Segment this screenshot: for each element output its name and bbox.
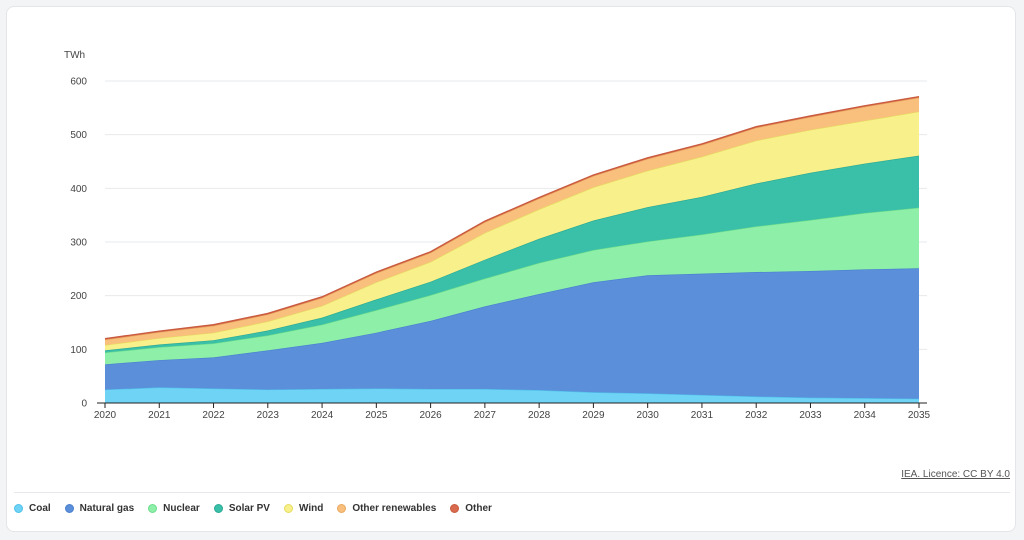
area-natural-gas[interactable] [105, 268, 919, 399]
area-layer [104, 95, 920, 403]
y-tick-label: 500 [70, 130, 87, 141]
legend-label: Wind [298, 503, 324, 514]
legend-label: Natural gas [79, 503, 135, 514]
legend-item-wind[interactable]: Wind [283, 503, 324, 514]
source-license-link[interactable]: IEA. Licence: CC BY 4.0 [901, 469, 1010, 480]
area-nuclear[interactable] [105, 207, 919, 365]
area-edge-wind [104, 110, 920, 346]
x-tick-label: 2034 [854, 410, 877, 421]
legend-item-other[interactable]: Other [450, 503, 492, 514]
legend-swatch [450, 504, 460, 513]
x-tick-label: 2028 [528, 410, 551, 421]
area-wind[interactable] [105, 111, 919, 351]
legend-swatch [64, 504, 74, 513]
x-tick-label: 2022 [202, 410, 225, 421]
legend: Coal Natural gas Nuclear Solar PV Wind Other … [14, 503, 492, 514]
x-tick-label: 2023 [257, 410, 280, 421]
x-tick-label: 2029 [582, 410, 605, 421]
y-tick-label: 100 [70, 345, 87, 356]
x-tick-label: 2027 [474, 410, 497, 421]
y-tick-label: 400 [70, 184, 87, 195]
legend-label: Other renewables [352, 503, 437, 514]
x-tick-label: 2020 [94, 410, 117, 421]
y-unit-label: TWh [64, 50, 85, 61]
legend-label: Coal [29, 503, 51, 514]
legend-item-nuclear[interactable]: Nuclear [148, 503, 200, 514]
legend-swatch [14, 504, 23, 513]
legend-label: Other [465, 503, 492, 514]
legend-swatch [337, 504, 347, 513]
legend-swatch [283, 504, 293, 513]
x-tick-label: 2021 [148, 410, 171, 421]
axis-layer: 0 100 200 300 400 500 600 2020 2021 2022 2023 2024 2… [70, 77, 930, 422]
area-other-renewables[interactable] [105, 97, 919, 346]
legend-item-natural-gas[interactable]: Natural gas [64, 503, 135, 514]
x-tick-label: 2030 [637, 410, 660, 421]
y-tick-label: 300 [70, 238, 87, 249]
legend-label: Solar PV [228, 503, 270, 514]
y-tick-label: 600 [70, 77, 87, 88]
area-edge-other [104, 95, 920, 340]
y-tick-label: 200 [70, 291, 87, 302]
legend-swatch [148, 504, 158, 513]
legend-swatch [213, 504, 223, 513]
legend-item-other-renewables[interactable]: Other renewables [337, 503, 436, 514]
y-tick-label: 0 [81, 399, 87, 410]
x-tick-label: 2031 [691, 410, 714, 421]
legend-item-solar-pv[interactable]: Solar PV [213, 503, 270, 514]
x-tick-label: 2033 [799, 410, 822, 421]
legend-divider [14, 492, 1010, 493]
x-tick-label: 2035 [908, 410, 931, 421]
x-tick-label: 2025 [365, 410, 388, 421]
x-tick-label: 2024 [311, 410, 334, 421]
x-tick-label: 2032 [745, 410, 768, 421]
legend-label: Nuclear [163, 503, 200, 514]
legend-item-coal[interactable]: Coal [14, 503, 51, 514]
area-coal[interactable] [105, 387, 919, 403]
area-solar-pv[interactable] [105, 155, 919, 353]
x-tick-label: 2026 [419, 410, 442, 421]
